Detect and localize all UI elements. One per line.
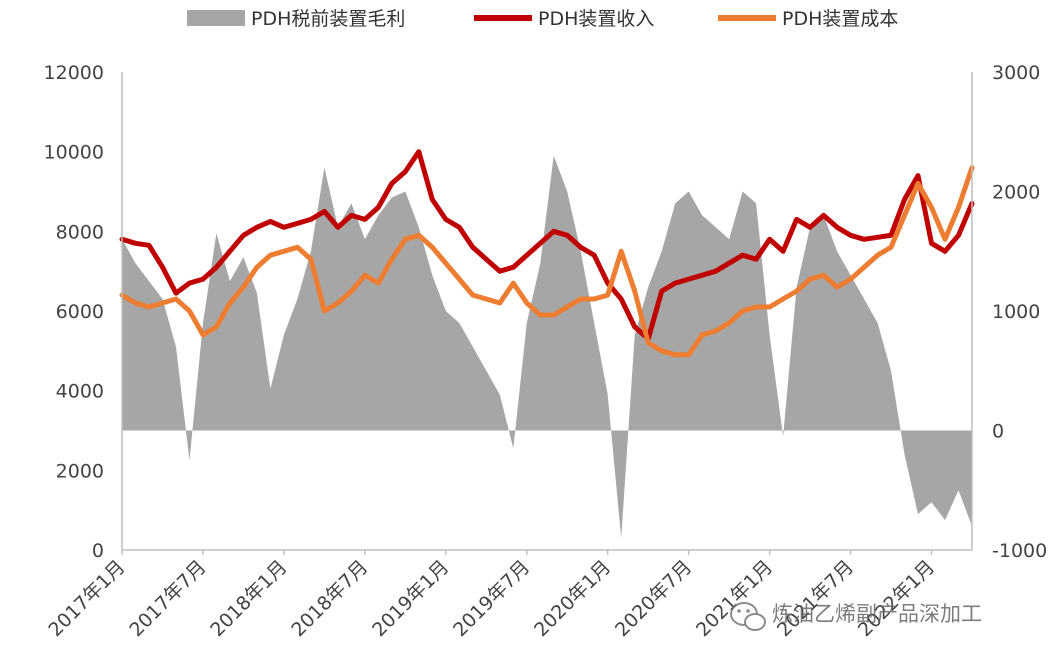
plot-area: [119, 149, 975, 538]
left-tick-label: 0: [92, 540, 104, 562]
legend-label-cost: PDH装置成本: [782, 8, 898, 30]
watermark: 炼油乙烯副产品深加工: [730, 602, 982, 631]
x-tick-label: 2021年7月: [773, 556, 858, 641]
right-tick-label: -1000: [992, 540, 1047, 562]
watermark-text: 炼油乙烯副产品深加工: [772, 602, 982, 626]
series-line-cost: [119, 165, 975, 358]
left-tick-label: 8000: [56, 221, 104, 243]
legend-swatch-gross-margin: [187, 10, 245, 26]
wechat-icon: [730, 602, 766, 631]
x-tick-label: 2017年1月: [44, 556, 129, 641]
x-tick-label: 2020年7月: [611, 556, 696, 641]
x-tick-label: 2019年1月: [368, 556, 453, 641]
right-tick-label: 0: [992, 421, 1004, 443]
left-tick-label: 6000: [56, 301, 104, 323]
x-tick-label: 2021年1月: [692, 556, 777, 641]
x-tick-label: 2019年7月: [449, 556, 534, 641]
legend: PDH税前装置毛利 PDH装置收入 PDH装置成本: [187, 8, 898, 30]
x-tick-label: 2018年7月: [287, 556, 372, 641]
legend-label-gross-margin: PDH税前装置毛利: [251, 8, 405, 30]
legend-label-revenue: PDH装置收入: [538, 8, 654, 30]
x-tick-label: 2020年1月: [530, 556, 615, 641]
x-tick-label: 2018年1月: [206, 556, 291, 641]
series-line-revenue: [119, 149, 975, 342]
series-area-gross-margin: [122, 155, 972, 538]
right-tick-label: 1000: [992, 301, 1040, 323]
left-tick-label: 2000: [56, 460, 104, 482]
x-tick-label: 2017年7月: [125, 556, 210, 641]
right-tick-label: 2000: [992, 182, 1040, 204]
right-tick-label: 3000: [992, 62, 1040, 84]
x-tick-label: 2022年1月: [854, 556, 939, 641]
left-tick-label: 10000: [44, 142, 104, 164]
left-tick-label: 12000: [44, 62, 104, 84]
left-tick-label: 4000: [56, 381, 104, 403]
